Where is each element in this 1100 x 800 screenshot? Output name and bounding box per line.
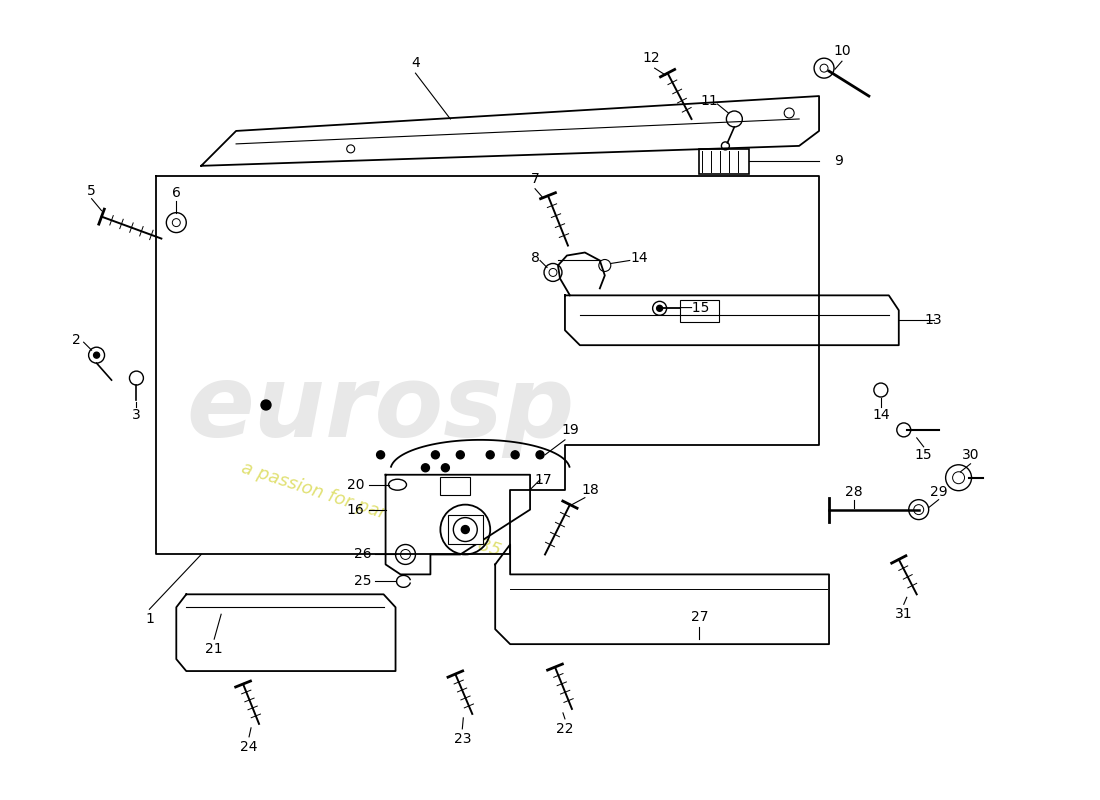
Circle shape xyxy=(441,464,450,472)
Circle shape xyxy=(461,526,470,534)
Text: 13: 13 xyxy=(925,314,943,327)
Text: —15: —15 xyxy=(679,302,711,315)
Circle shape xyxy=(486,451,494,458)
Text: 15: 15 xyxy=(915,448,933,462)
Text: 1: 1 xyxy=(145,612,154,626)
Polygon shape xyxy=(176,594,396,671)
Circle shape xyxy=(657,306,662,311)
Circle shape xyxy=(421,464,429,472)
Text: 23: 23 xyxy=(453,732,471,746)
Text: 21: 21 xyxy=(206,642,223,656)
Text: 26: 26 xyxy=(354,547,372,562)
Text: 27: 27 xyxy=(691,610,708,624)
Text: 31: 31 xyxy=(895,607,913,622)
Text: 17: 17 xyxy=(535,473,552,486)
Text: 24: 24 xyxy=(240,740,257,754)
Circle shape xyxy=(431,451,439,458)
Circle shape xyxy=(456,451,464,458)
Text: 29: 29 xyxy=(930,485,947,498)
Text: 20: 20 xyxy=(346,478,364,492)
Text: 22: 22 xyxy=(557,722,574,736)
Circle shape xyxy=(261,400,271,410)
Text: 4: 4 xyxy=(411,56,420,70)
Polygon shape xyxy=(565,295,899,345)
Text: 5: 5 xyxy=(87,184,96,198)
Polygon shape xyxy=(201,96,820,166)
Text: 6: 6 xyxy=(172,186,180,200)
Text: 14: 14 xyxy=(631,251,649,266)
Text: a passion for parts since 1985: a passion for parts since 1985 xyxy=(239,459,503,560)
Circle shape xyxy=(512,451,519,458)
Text: 12: 12 xyxy=(642,51,660,65)
Text: 2: 2 xyxy=(73,334,81,347)
Text: 7: 7 xyxy=(530,172,539,186)
Text: 25: 25 xyxy=(354,574,372,588)
Text: 16: 16 xyxy=(346,502,364,517)
Text: 8: 8 xyxy=(530,251,539,266)
Circle shape xyxy=(536,451,544,458)
Text: 28: 28 xyxy=(845,485,862,498)
Text: 18: 18 xyxy=(581,482,598,497)
Text: 9: 9 xyxy=(835,154,844,168)
Polygon shape xyxy=(386,474,530,574)
Text: eurosp: eurosp xyxy=(186,362,575,458)
FancyBboxPatch shape xyxy=(449,514,483,545)
Text: 3: 3 xyxy=(132,408,141,422)
Text: 14: 14 xyxy=(872,408,890,422)
Circle shape xyxy=(376,451,385,458)
Text: 11: 11 xyxy=(701,94,718,108)
Circle shape xyxy=(94,352,100,358)
Text: 10: 10 xyxy=(833,44,850,58)
Text: 30: 30 xyxy=(961,448,979,462)
Polygon shape xyxy=(495,545,829,644)
Text: 19: 19 xyxy=(561,423,579,437)
